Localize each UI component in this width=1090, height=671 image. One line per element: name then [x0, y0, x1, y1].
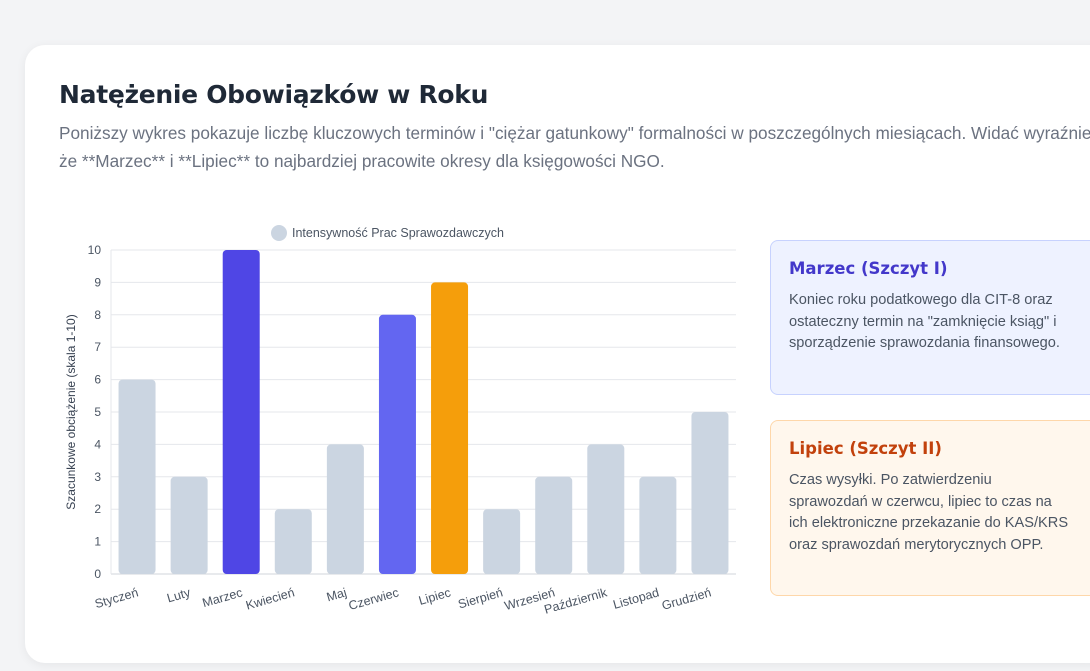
info-box-title: Lipiec (Szczyt II) [789, 439, 942, 458]
x-tick-label: Czerwiec [347, 585, 400, 613]
x-tick-label: Styczeń [93, 585, 140, 611]
bar [431, 282, 469, 574]
y-tick-label: 7 [94, 340, 101, 354]
bar [378, 314, 416, 574]
x-tick-label: Listopad [611, 585, 660, 611]
y-tick-label: 5 [94, 405, 101, 419]
bar-chart: 0 1 2 3 4 5 6 7 8 9 10 Szacunkowe obciążenie (skala… [64, 225, 736, 617]
page-description: Poniższy wykres pokazuje liczbę kluczowy… [59, 123, 1090, 171]
x-tick-label: Kwiecień [244, 585, 296, 612]
y-tick-label: 3 [94, 470, 101, 484]
bar [535, 476, 573, 574]
y-tick-label: 9 [94, 275, 101, 289]
page-title: Natężenie Obowiązków w Roku [59, 80, 489, 109]
bar [118, 379, 156, 574]
y-tick-label: 2 [94, 502, 101, 516]
y-tick-label: 8 [94, 308, 101, 322]
bar [483, 509, 521, 574]
info-box-text: Koniec roku podatkowego dla CIT-8 oraz o… [789, 292, 1060, 351]
x-tick-label: Luty [165, 585, 192, 605]
info-box-text: Czas wysyłki. Po zatwierdzeniu sprawozda… [789, 472, 1069, 553]
bar [691, 412, 729, 574]
y-tick-label: 6 [94, 373, 101, 387]
info-box-march: Marzec (Szczyt I) Koniec roku podatkoweg… [770, 240, 1090, 395]
bar [587, 444, 625, 574]
bar [222, 250, 260, 574]
bar [170, 476, 208, 574]
y-tick-label: 10 [88, 243, 102, 257]
bar [274, 509, 312, 574]
bar [639, 476, 677, 574]
x-tick-label: Grudzień [660, 585, 713, 612]
bar [326, 444, 364, 574]
y-tick-label: 4 [94, 437, 101, 451]
info-box-title: Marzec (Szczyt I) [789, 259, 948, 278]
x-tick-label: Sierpień [456, 585, 504, 611]
x-tick-label: Marzec [201, 585, 244, 610]
y-axis-title: Szacunkowe obciążenie (skala 1-10) [64, 314, 78, 509]
x-tick-label: Lipiec [417, 585, 452, 607]
legend-label: Intensywność Prac Sprawozdawczych [292, 226, 504, 240]
x-tick-label: Maj [325, 585, 348, 604]
y-tick-label: 1 [94, 535, 101, 549]
info-box-july: Lipiec (Szczyt II) Czas wysyłki. Po zatw… [770, 420, 1090, 596]
legend-swatch [271, 225, 287, 241]
y-tick-label: 0 [94, 567, 101, 581]
